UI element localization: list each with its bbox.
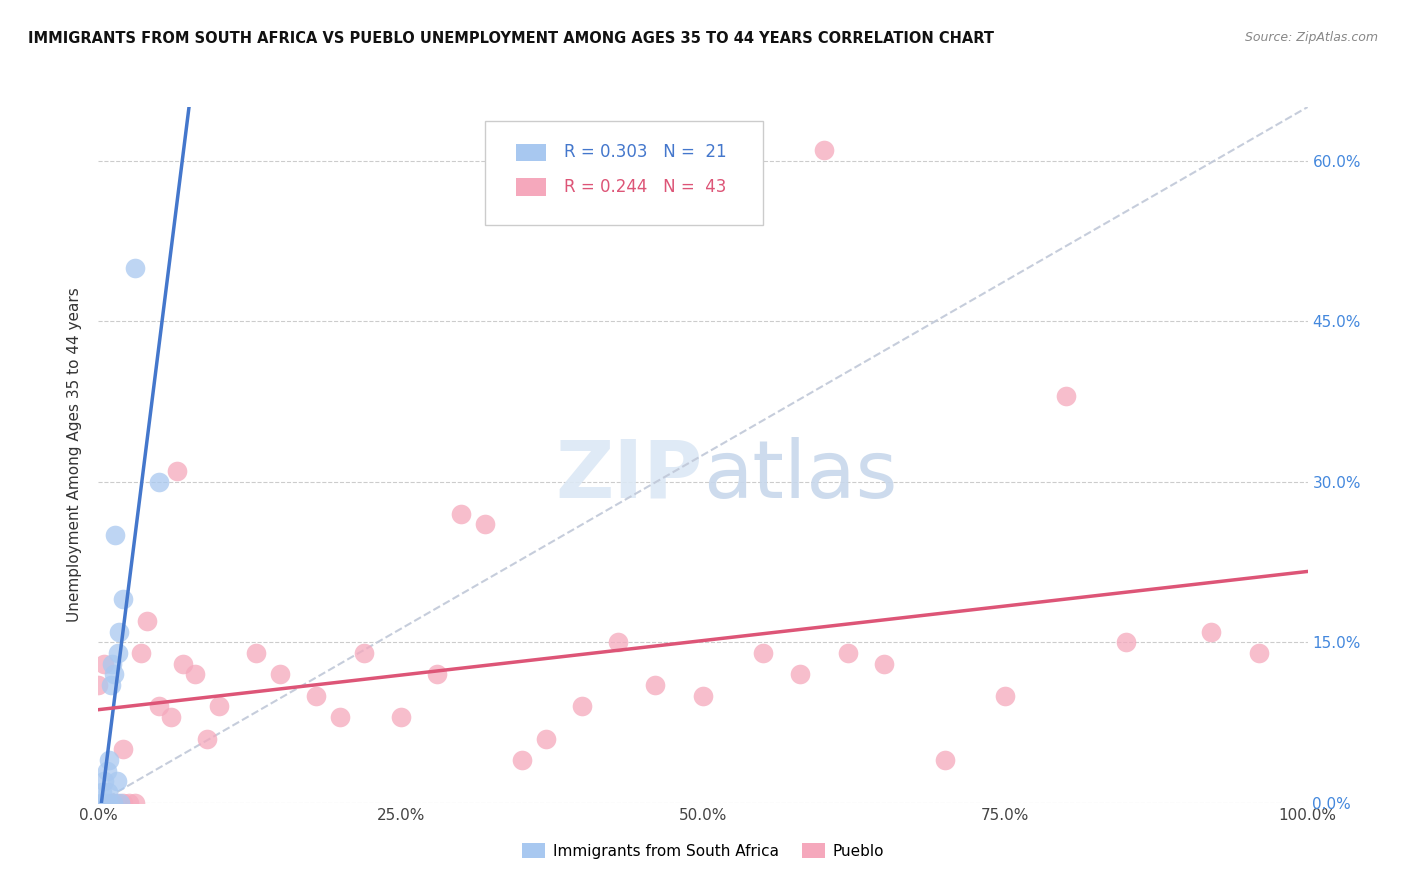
Point — [91, 796, 114, 810]
Point — [93, 657, 115, 671]
Point — [97, 785, 120, 799]
Point — [571, 699, 593, 714]
FancyBboxPatch shape — [516, 144, 546, 161]
Point — [96, 764, 118, 778]
Point — [100, 678, 122, 692]
Point — [107, 646, 129, 660]
Point — [87, 678, 110, 692]
Point — [353, 646, 375, 660]
Point — [813, 143, 835, 157]
FancyBboxPatch shape — [485, 121, 763, 226]
Point — [129, 646, 152, 660]
Y-axis label: Unemployment Among Ages 35 to 44 years: Unemployment Among Ages 35 to 44 years — [67, 287, 83, 623]
Point — [105, 796, 128, 810]
Point — [184, 667, 207, 681]
Text: atlas: atlas — [703, 437, 897, 515]
Point — [873, 657, 896, 671]
Point — [305, 689, 328, 703]
Point — [118, 796, 141, 810]
Point — [1054, 389, 1077, 403]
Point — [474, 517, 496, 532]
Point — [510, 753, 533, 767]
Point — [148, 475, 170, 489]
Point — [607, 635, 630, 649]
Point — [208, 699, 231, 714]
Point — [1199, 624, 1222, 639]
Text: Source: ZipAtlas.com: Source: ZipAtlas.com — [1244, 31, 1378, 45]
Point — [108, 624, 131, 639]
Point — [789, 667, 811, 681]
Point — [426, 667, 449, 681]
Point — [148, 699, 170, 714]
Point — [97, 796, 120, 810]
Point — [111, 796, 134, 810]
Point — [269, 667, 291, 681]
Point — [100, 796, 122, 810]
Point — [111, 742, 134, 756]
Point — [90, 796, 112, 810]
Point — [752, 646, 775, 660]
Point — [692, 689, 714, 703]
Text: IMMIGRANTS FROM SOUTH AFRICA VS PUEBLO UNEMPLOYMENT AMONG AGES 35 TO 44 YEARS CO: IMMIGRANTS FROM SOUTH AFRICA VS PUEBLO U… — [28, 31, 994, 46]
Point — [934, 753, 956, 767]
Point — [172, 657, 194, 671]
Point — [644, 678, 666, 692]
Point — [124, 260, 146, 275]
Point — [994, 689, 1017, 703]
Point — [100, 657, 122, 671]
Point — [94, 796, 117, 810]
Text: R = 0.303   N =  21: R = 0.303 N = 21 — [564, 144, 727, 161]
Point — [135, 614, 157, 628]
Point — [93, 774, 115, 789]
Point — [105, 774, 128, 789]
Point — [160, 710, 183, 724]
Point — [245, 646, 267, 660]
Point — [124, 796, 146, 810]
Point — [101, 796, 124, 810]
Point — [389, 710, 412, 724]
Point — [166, 464, 188, 478]
Point — [195, 731, 218, 746]
Point — [534, 731, 557, 746]
Point — [98, 753, 121, 767]
Point — [329, 710, 352, 724]
Point — [111, 592, 134, 607]
Legend: Immigrants from South Africa, Pueblo: Immigrants from South Africa, Pueblo — [516, 837, 890, 864]
Text: R = 0.244   N =  43: R = 0.244 N = 43 — [564, 178, 727, 196]
Point — [91, 785, 114, 799]
Point — [1115, 635, 1137, 649]
Point — [104, 528, 127, 542]
FancyBboxPatch shape — [516, 178, 546, 195]
Text: ZIP: ZIP — [555, 437, 703, 515]
Point — [1249, 646, 1271, 660]
Point — [837, 646, 859, 660]
Point — [108, 796, 131, 810]
Point — [103, 667, 125, 681]
Point — [450, 507, 472, 521]
